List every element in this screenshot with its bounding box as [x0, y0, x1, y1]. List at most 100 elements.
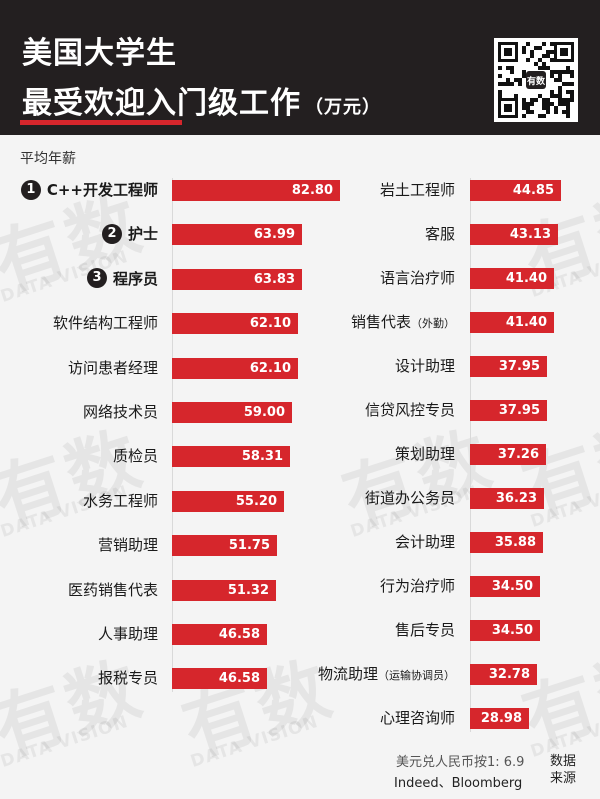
bar [470, 708, 529, 729]
bar-label-text: 质检员 [112, 447, 158, 466]
bar-label-text: 语言治疗师 [379, 269, 455, 287]
title-underline [20, 120, 182, 125]
bar-value-label: 63.99 [253, 227, 295, 243]
bar-label: 信贷风控专员 [365, 398, 455, 422]
watermark-text: 有数 [172, 645, 344, 773]
bar-value-label: 35.88 [494, 535, 536, 550]
bar-label-text: 程序员 [112, 269, 158, 288]
bar [172, 668, 267, 690]
bar-label-note: （运输协调员） [378, 669, 455, 682]
bar-label: 售后专员 [395, 618, 455, 642]
bar [172, 180, 340, 201]
title-line-2: 最受欢迎入门级工作 （万元） [22, 78, 381, 122]
bar-label: 客服 [425, 222, 455, 246]
bar-value-label: 41.40 [505, 271, 547, 286]
bar-label-text: 医药销售代表 [67, 580, 158, 599]
bar [172, 446, 290, 468]
bar [172, 357, 298, 379]
bar [470, 268, 554, 289]
bar-label-text: 街道办公务员 [364, 489, 455, 507]
bar-label-text: 销售代表 [350, 313, 411, 331]
bar-label: 水务工程师 [83, 489, 158, 513]
rank-badge: 1 [20, 179, 41, 200]
exchange-rate-note: 美元兑人民币按1: 6.9 [396, 755, 525, 770]
bar-label-text: 售后专员 [394, 621, 455, 639]
bar-label: 街道办公务员 [365, 486, 455, 510]
bar [470, 356, 547, 377]
bar-label-text: 岩土工程师 [379, 181, 455, 199]
bar-label-text: 网络技术员 [82, 403, 158, 421]
bar [470, 664, 537, 685]
bar-value-label: 43.13 [509, 227, 551, 242]
bar-value-label: 41.40 [505, 315, 547, 330]
bar-value-label: 34.50 [491, 623, 533, 638]
bar-value-label: 28.98 [480, 711, 522, 726]
bar [172, 313, 298, 335]
bar-label: 网络技术员 [83, 400, 158, 424]
header-banner: 美国大学生 最受欢迎入门级工作 （万元） 有数 [0, 0, 600, 135]
bar [172, 535, 277, 557]
bar-label: 行为治疗师 [380, 574, 455, 598]
bar-value-label: 51.32 [227, 582, 269, 598]
bar-label: 3 程序员 [86, 267, 158, 291]
bar-label-text: 报税专员 [97, 669, 158, 688]
bar [172, 224, 302, 246]
bar-value-label: 82.80 [291, 183, 333, 198]
title-unit: （万元） [305, 97, 381, 118]
qr-logo-text: 有数 [527, 75, 546, 87]
bar [470, 532, 543, 553]
rank-badge: 2 [101, 223, 122, 244]
bar-label-text: C++开发工程师 [46, 181, 158, 199]
bar-value-label: 37.95 [498, 403, 540, 418]
bar [470, 400, 547, 421]
bar-label: 策划助理 [395, 442, 455, 466]
bar-value-label: 36.23 [495, 491, 537, 506]
bar-value-label: 51.75 [228, 538, 270, 554]
bar-label: 软件结构工程师 [53, 311, 158, 335]
bar-label: 营销助理 [98, 533, 158, 557]
bar [470, 444, 546, 465]
bar-label-text: 水务工程师 [82, 491, 158, 510]
watermark-text: 有数 [512, 635, 600, 763]
bar [470, 224, 558, 245]
title-line-1: 美国大学生 [22, 36, 177, 71]
bar-label: 心理咨询师 [380, 706, 455, 730]
bar-value-label: 44.85 [512, 183, 554, 198]
watermark-subtext: DATA VISION [188, 711, 321, 773]
source-list: Indeed、Bloomberg [394, 776, 523, 791]
bar-label-text: 访问患者经理 [67, 358, 158, 377]
bar-label-text: 软件结构工程师 [52, 314, 158, 333]
bar-label-text: 行为治疗师 [379, 577, 455, 595]
title-main: 最受欢迎入门级工作 [22, 86, 301, 121]
bar-value-label: 63.83 [253, 271, 295, 287]
bar-value-label: 32.78 [488, 667, 530, 682]
bar-label: 销售代表（外勤） [351, 310, 455, 334]
bar [470, 312, 554, 333]
bar-value-label: 37.26 [497, 447, 539, 462]
bar-label-text: 设计助理 [394, 357, 455, 375]
chart-subtitle: 平均年薪 [20, 151, 76, 167]
bar-label-text: 策划助理 [394, 445, 455, 463]
watermark-subtext: DATA VISION [0, 711, 131, 773]
bar-label: 2 护士 [101, 222, 158, 246]
rank-badge: 3 [86, 268, 107, 289]
watermark-text: 有数 [0, 645, 154, 773]
bar [470, 620, 540, 641]
bar-label: 人事助理 [98, 622, 158, 646]
bar-value-label: 55.20 [235, 493, 277, 509]
bar-label-text: 客服 [424, 225, 455, 243]
bar-value-label: 59.00 [243, 405, 285, 420]
bar-label-text: 人事助理 [97, 625, 158, 643]
bar-value-label: 46.58 [218, 671, 260, 687]
bar-label-text: 心理咨询师 [379, 709, 455, 727]
bar-label: 物流助理（运输协调员） [318, 662, 455, 686]
bar-axis-line [172, 178, 173, 693]
source-tag: 数据来源 [550, 754, 577, 786]
qr-code-icon: 有数 [494, 38, 578, 122]
bar-label: 岩土工程师 [380, 178, 455, 202]
bar-label: 语言治疗师 [380, 266, 455, 290]
bar-label: 设计助理 [395, 354, 455, 378]
bar-label-text: 营销助理 [97, 536, 158, 555]
bar-value-label: 46.58 [218, 627, 260, 642]
bar [470, 488, 544, 509]
